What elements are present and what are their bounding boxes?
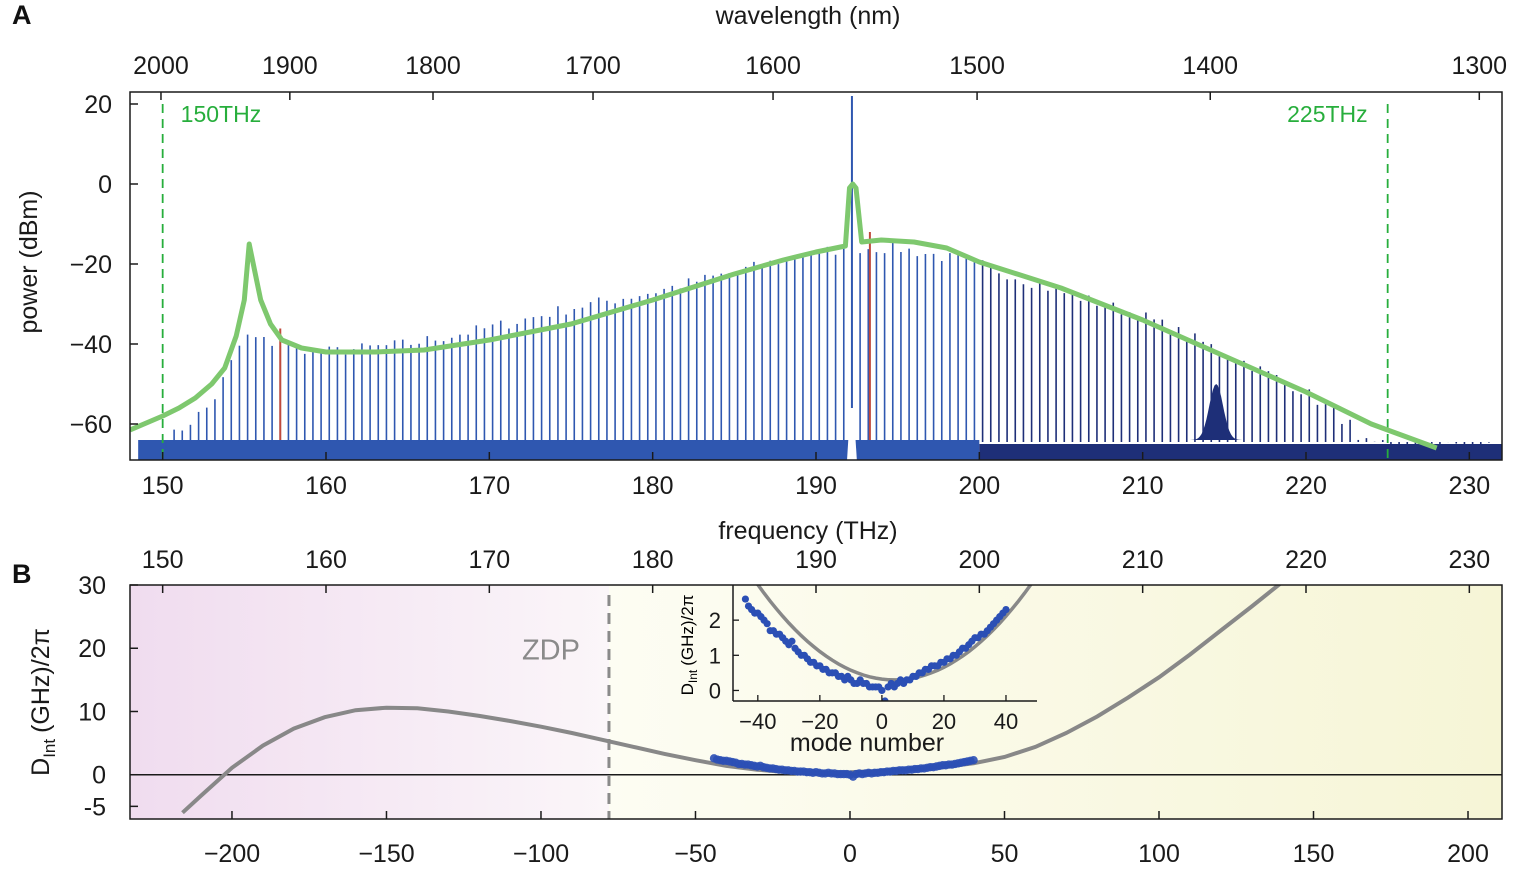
zdp-label: ZDP [522, 635, 580, 667]
power-tick-label: −20 [70, 251, 112, 279]
threshold-lines [161, 104, 1389, 460]
inset-y-ticks: 0 1 2 [709, 608, 739, 703]
panel-a-letter: A [12, 0, 32, 30]
frequency-tick-label: 220 [1285, 472, 1327, 500]
wavelength-tick-label: 1700 [565, 52, 621, 80]
wavelength-axis-ticks: 2000 1900 1800 1700 1600 1500 1400 1300 [133, 52, 1507, 100]
dint-tick-label: 20 [78, 635, 106, 663]
mode-number-tick-label: −50 [674, 840, 716, 868]
wavelength-axis-label: wavelength (nm) [715, 2, 901, 30]
inset-point [741, 595, 750, 603]
mode-number-tick-label: 150 [1293, 840, 1335, 868]
frequency-tick-label: 180 [632, 472, 674, 500]
inset-x-tick-label: 40 [994, 709, 1018, 734]
mode-number-tick-label: −150 [358, 840, 414, 868]
frequency-top-tick-label: 150 [142, 546, 184, 574]
frequency-top-tick-label: 200 [958, 546, 1000, 574]
wavelength-tick-label: 1600 [745, 52, 801, 80]
dint-tick-label: 10 [78, 698, 106, 726]
dint-tick-label: 0 [92, 762, 106, 790]
inset-point [881, 697, 889, 701]
power-axis-ticks: 20 0 −20 −40 −60 [70, 91, 138, 439]
panel-b-letter: B [12, 559, 32, 589]
inset-point [878, 686, 886, 695]
power-tick-label: −40 [70, 331, 112, 359]
panel-b: B ZDP −40 −20 0 20 40 012 mode number DInt(G… [12, 546, 1503, 868]
frequency-tick-label: 160 [305, 472, 347, 500]
mode-number-axis-ticks: −200 −150 −100 −50 0 50 100 150 200 [204, 811, 1489, 868]
frequency-axis-label: frequency (THz) [718, 517, 897, 545]
dint-axis-label: DInt(GHz)/2π [27, 628, 59, 776]
panel-a: A 150 160 170 180 190 200 210 220 230 2000 1900 18… [12, 0, 1507, 545]
wavelength-tick-label: 1500 [949, 52, 1005, 80]
inset-y-tick-label: 1 [709, 643, 721, 668]
threshold-label: 150THz [181, 101, 262, 127]
inset-y-axis-label: DInt(GHz)/2π [678, 595, 700, 696]
wavelength-tick-label: 1800 [405, 52, 461, 80]
mode-number-tick-label: 0 [843, 840, 857, 868]
wavelength-tick-label: 1900 [262, 52, 318, 80]
wavelength-tick-label: 1400 [1182, 52, 1238, 80]
threshold-label: 225THz [1287, 101, 1368, 127]
frequency-top-tick-label: 230 [1448, 546, 1490, 574]
wavelength-tick-label: 1300 [1451, 52, 1507, 80]
frequency-top-tick-label: 210 [1122, 546, 1164, 574]
inset-x-tick-label: −20 [801, 709, 838, 734]
frequency-top-tick-label: 170 [468, 546, 510, 574]
power-axis-label: power (dBm) [15, 190, 43, 333]
frequency-top-tick-label: 160 [305, 546, 347, 574]
inset-x-tick-label: 20 [932, 709, 956, 734]
inset-x-ticks: −40 −20 0 20 40 [739, 695, 1018, 734]
frequency-top-axis-ticks: 150 160 170 180 190 200 210 220 230 [142, 546, 1490, 593]
measured-dispersion-points [709, 754, 978, 781]
inset-point [763, 620, 771, 628]
anomalous-dispersion-region [608, 585, 1502, 819]
simulated-envelope-curve [130, 181, 1438, 451]
frequency-tick-label: 150 [142, 472, 184, 500]
inset-plot: −40 −20 0 20 40 0 1 2 mode number DInt(GHz)/2π [678, 585, 1037, 757]
inset-y-tick-label: 2 [709, 608, 721, 633]
inset-x-axis-label: mode number [790, 729, 944, 757]
pump-filter-notch [847, 408, 857, 460]
inset-y-tick-label: 0 [709, 678, 721, 703]
frequency-top-tick-label: 190 [795, 546, 837, 574]
frequency-tick-label: 200 [958, 472, 1000, 500]
dint-axis-ticks: 30 20 10 0 -5 [78, 572, 138, 821]
dint-tick-label: 30 [78, 572, 106, 600]
frequency-tick-label: 230 [1448, 472, 1490, 500]
frequency-top-tick-label: 220 [1285, 546, 1327, 574]
comb-spectrum [138, 96, 1502, 460]
inset-x-tick-label: 0 [876, 709, 888, 734]
panel-a-frame [129, 91, 1503, 461]
mode-number-tick-label: −100 [513, 840, 569, 868]
frequency-tick-label: 190 [795, 472, 837, 500]
power-tick-label: −60 [70, 411, 112, 439]
power-tick-label: 0 [98, 171, 112, 199]
wavelength-tick-label: 2000 [133, 52, 189, 80]
inset-point [1002, 606, 1010, 614]
threshold-annotations: 150THz 225THz [181, 101, 1368, 127]
frequency-top-tick-label: 180 [632, 546, 674, 574]
mode-number-tick-label: 100 [1138, 840, 1180, 868]
integrated-dispersion-curve [181, 585, 1282, 815]
dispersive-wave-bump [1183, 384, 1249, 440]
frequency-tick-label: 210 [1122, 472, 1164, 500]
inset-x-tick-label: −40 [739, 709, 776, 734]
inset-point [788, 637, 796, 645]
measured-point [969, 755, 978, 765]
mode-number-tick-label: −200 [204, 840, 260, 868]
normal-dispersion-region [130, 585, 609, 819]
mode-number-tick-label: 50 [991, 840, 1019, 868]
noise-floor-band [138, 440, 980, 460]
frequency-axis-ticks: 150 160 170 180 190 200 210 220 230 [142, 452, 1490, 500]
frequency-tick-label: 170 [468, 472, 510, 500]
mode-number-tick-label: 200 [1447, 840, 1489, 868]
dint-tick-label: -5 [84, 793, 106, 821]
power-tick-label: 20 [84, 91, 112, 119]
noise-floor-band [979, 444, 1502, 460]
inset-measured-points [741, 595, 1010, 701]
